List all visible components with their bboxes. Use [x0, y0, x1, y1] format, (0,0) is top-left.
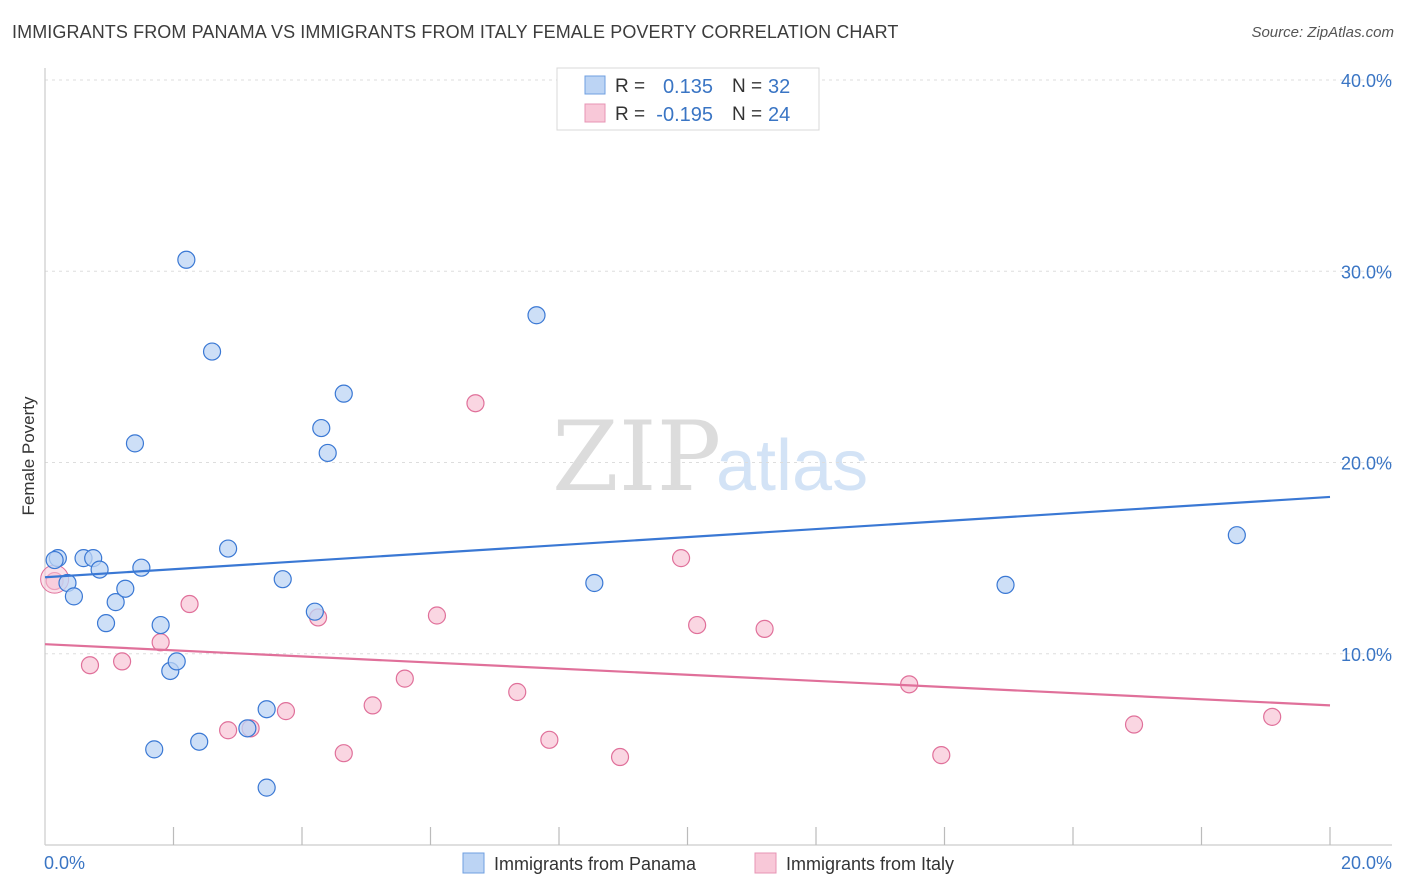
y-tick-label: 20.0%	[1341, 454, 1392, 474]
point-italy	[334, 744, 353, 763]
point-panama	[312, 418, 331, 438]
point-italy	[80, 656, 100, 675]
point-panama	[273, 570, 292, 589]
point-panama	[527, 306, 546, 325]
point-italy	[363, 696, 382, 715]
x-ticks	[172, 827, 1331, 845]
legend-swatch-italy	[584, 103, 606, 123]
legend-n-value-panama: 32	[768, 76, 790, 98]
point-panama	[116, 579, 135, 598]
point-italy	[112, 652, 132, 671]
point-panama	[257, 778, 276, 797]
point-panama	[132, 558, 151, 577]
point-panama	[334, 384, 353, 403]
legend-swatch-panama	[584, 75, 606, 95]
point-italy	[540, 730, 559, 749]
y-tick-label: 10.0%	[1341, 645, 1392, 665]
watermark-atlas: atlas	[716, 426, 868, 506]
axes	[44, 68, 1392, 846]
legend-r-value-panama: 0.135	[663, 76, 713, 98]
point-panama	[145, 740, 164, 759]
point-panama	[45, 550, 64, 570]
point-panama	[318, 443, 337, 463]
point-panama	[202, 342, 222, 361]
legend-n-value-italy: 24	[768, 104, 790, 126]
point-panama	[219, 539, 238, 558]
point-italy	[932, 746, 951, 765]
series-legend-swatch-panama	[462, 852, 485, 874]
trend-line-italy	[44, 643, 1331, 707]
point-panama	[996, 575, 1015, 595]
point-italy	[466, 394, 485, 413]
point-panama	[90, 560, 109, 579]
watermark-zip: ZIP	[552, 401, 721, 513]
point-italy	[180, 594, 199, 614]
point-italy	[508, 682, 527, 702]
point-italy	[1263, 707, 1282, 726]
point-panama	[190, 732, 209, 751]
point-panama	[125, 434, 145, 453]
series-legend-label-panama: Immigrants from Panama	[494, 854, 697, 874]
point-panama	[151, 615, 170, 635]
series-legend-label-italy: Immigrants from Italy	[786, 854, 954, 874]
gridlines	[45, 79, 1392, 655]
point-panama	[96, 614, 116, 633]
y-tick-labels: 10.0% 20.0% 30.0% 40.0%	[1341, 71, 1392, 665]
series-panama-points	[45, 250, 1246, 797]
legend-r-value-italy: -0.195	[656, 104, 713, 126]
point-panama	[167, 652, 186, 671]
point-italy	[276, 702, 296, 721]
legend-n-label-italy: N =	[732, 104, 762, 125]
legend-n-label-panama: N =	[732, 76, 762, 97]
source-label: Source: ZipAtlas.com	[1251, 24, 1394, 41]
point-panama	[585, 573, 604, 593]
point-italy	[151, 633, 170, 652]
point-panama	[305, 602, 324, 621]
point-italy	[219, 721, 238, 740]
point-panama	[238, 719, 257, 738]
point-italy	[755, 619, 774, 638]
x-tick-label-min: 0.0%	[44, 853, 85, 873]
trend-lines	[44, 495, 1331, 707]
point-panama	[1227, 526, 1246, 545]
point-italy	[395, 669, 414, 688]
point-italy	[688, 615, 707, 635]
x-tick-label-max: 20.0%	[1341, 853, 1392, 873]
point-italy	[610, 747, 630, 767]
point-italy	[1124, 715, 1144, 734]
legend-r-label-panama: R =	[615, 76, 645, 97]
y-tick-label: 30.0%	[1341, 262, 1392, 282]
series-legend: Immigrants from Panama Immigrants from I…	[462, 852, 954, 874]
series-legend-swatch-italy	[754, 852, 777, 874]
point-panama	[257, 700, 276, 719]
trend-line-panama	[44, 495, 1331, 579]
point-panama	[64, 587, 84, 606]
point-panama	[177, 250, 196, 269]
point-panama	[106, 593, 125, 612]
correlation-legend: R = 0.135 N = 32 R = -0.195 N = 24	[556, 67, 820, 131]
chart-title: IMMIGRANTS FROM PANAMA VS IMMIGRANTS FRO…	[12, 22, 899, 42]
y-axis-title: Female Poverty	[19, 396, 38, 516]
legend-r-label-italy: R =	[615, 104, 645, 125]
y-tick-label: 40.0%	[1341, 71, 1392, 91]
point-italy	[671, 549, 691, 568]
point-italy	[427, 606, 447, 625]
